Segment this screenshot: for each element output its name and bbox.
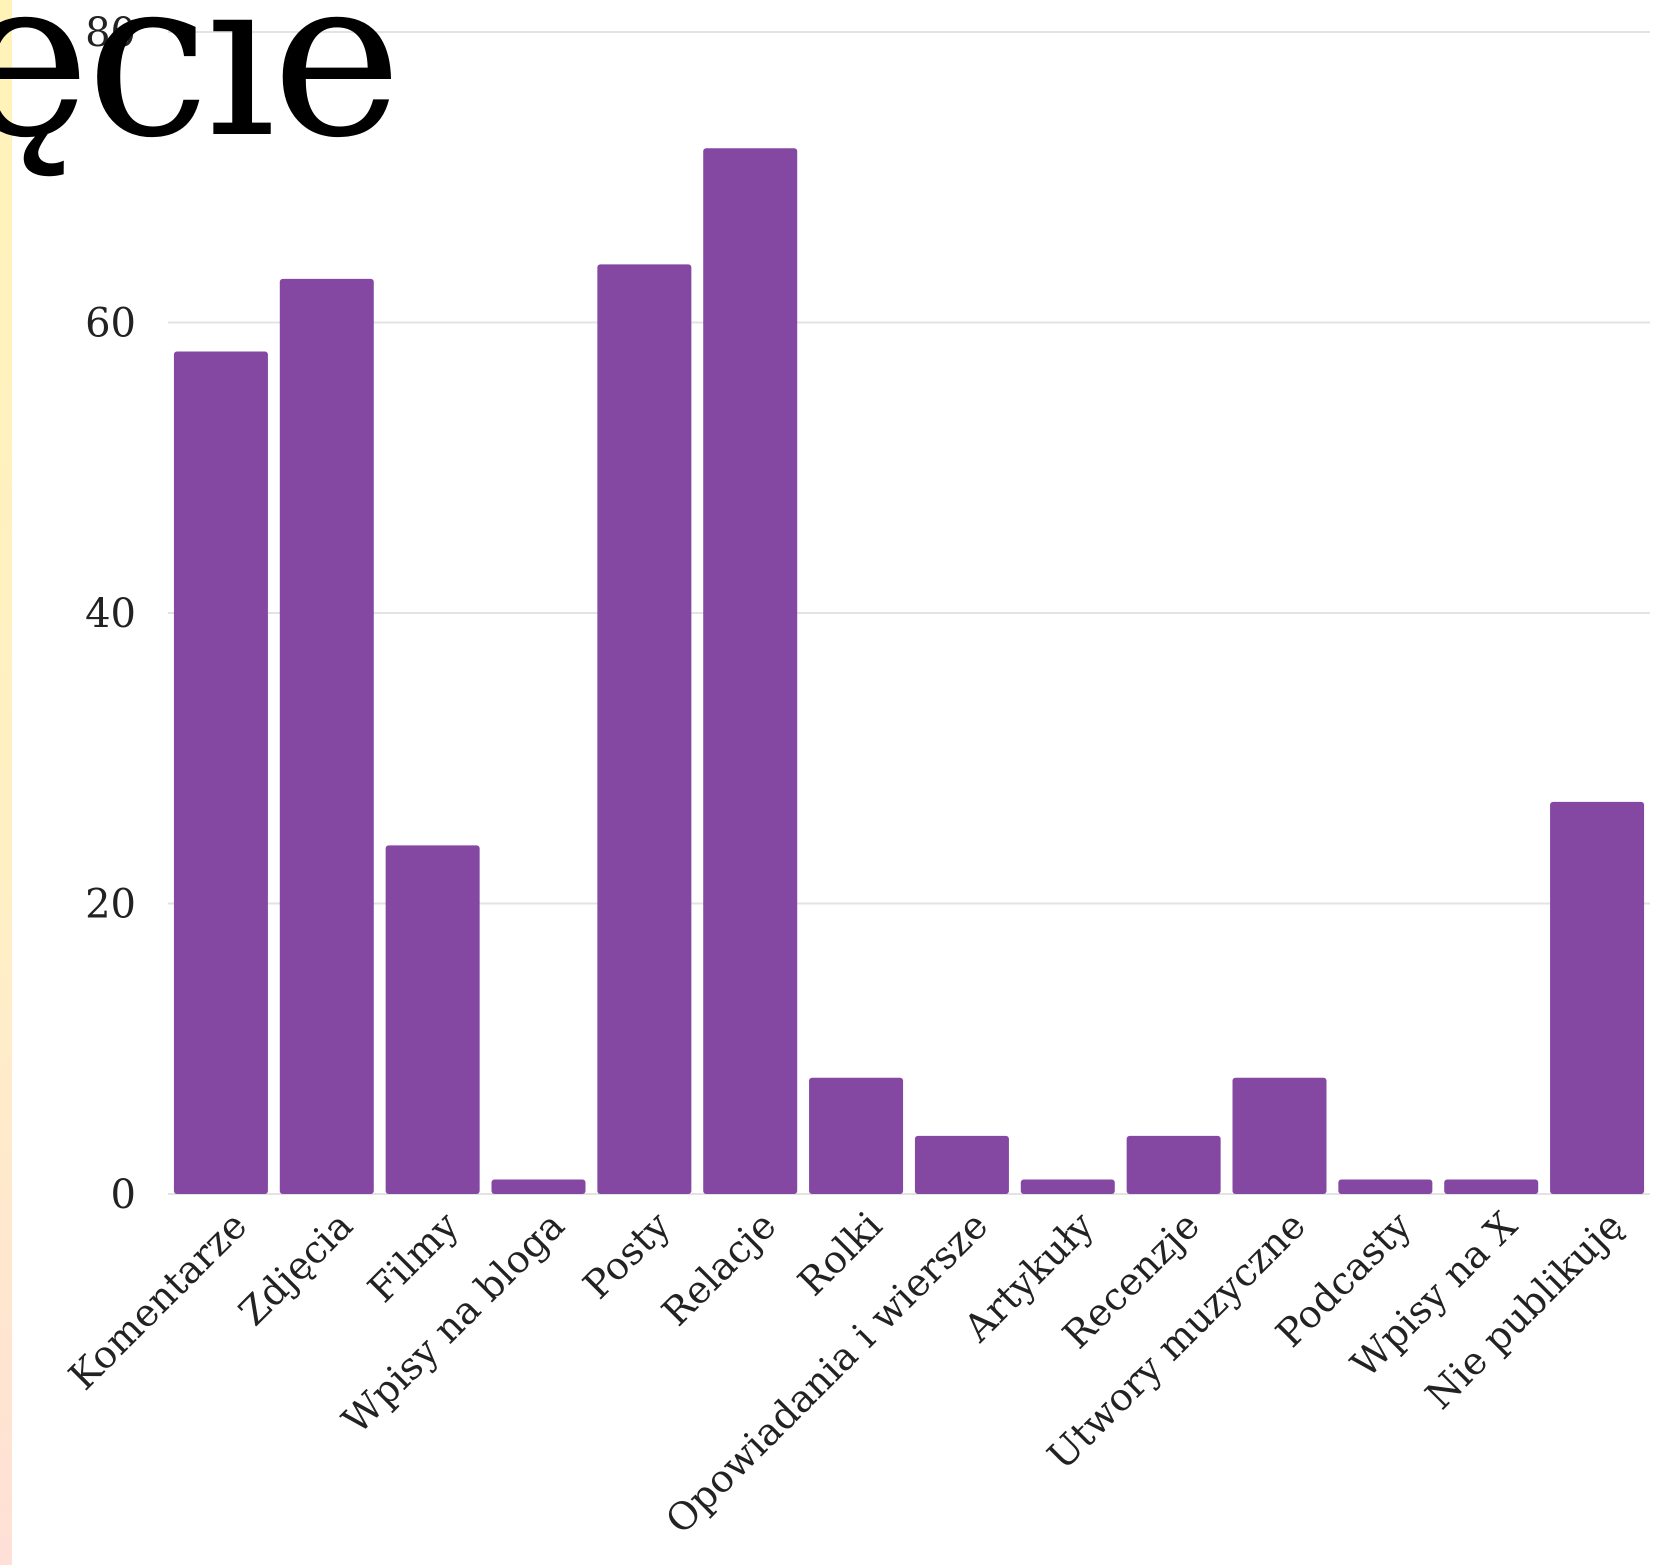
bar-3 (385, 845, 480, 1194)
overlay-heading-text: ęcie (0, 0, 402, 186)
bar-7 (809, 1077, 904, 1194)
x-category-label: Zdjęcia (230, 1203, 361, 1334)
y-tick-label: 20 (85, 882, 136, 928)
bars (173, 148, 1645, 1195)
bar-2 (279, 278, 374, 1194)
bar-12 (1338, 1179, 1433, 1194)
x-category-label: Relacje (653, 1203, 784, 1334)
x-category-label: Rolki (789, 1203, 890, 1304)
y-tick-label: 80 (85, 10, 136, 56)
bar-10 (1126, 1135, 1221, 1194)
x-category-label: Komentarze (60, 1203, 255, 1398)
bar-8 (914, 1135, 1009, 1194)
left-gradient-strip (0, 0, 12, 1565)
bar-1 (173, 351, 268, 1194)
bar-13 (1444, 1179, 1539, 1194)
bar-4 (491, 1179, 586, 1194)
bar-6 (703, 148, 798, 1195)
y-tick-label: 0 (111, 1172, 136, 1218)
y-axis-ticks: 0 20 40 60 80 (85, 10, 136, 1218)
bar-9 (1020, 1179, 1115, 1194)
bar-11 (1232, 1077, 1327, 1194)
bar-5 (597, 264, 692, 1194)
y-tick-label: 40 (85, 591, 136, 637)
bar-14 (1550, 801, 1645, 1194)
y-tick-label: 60 (85, 301, 136, 347)
x-category-label: Posty (575, 1203, 679, 1307)
